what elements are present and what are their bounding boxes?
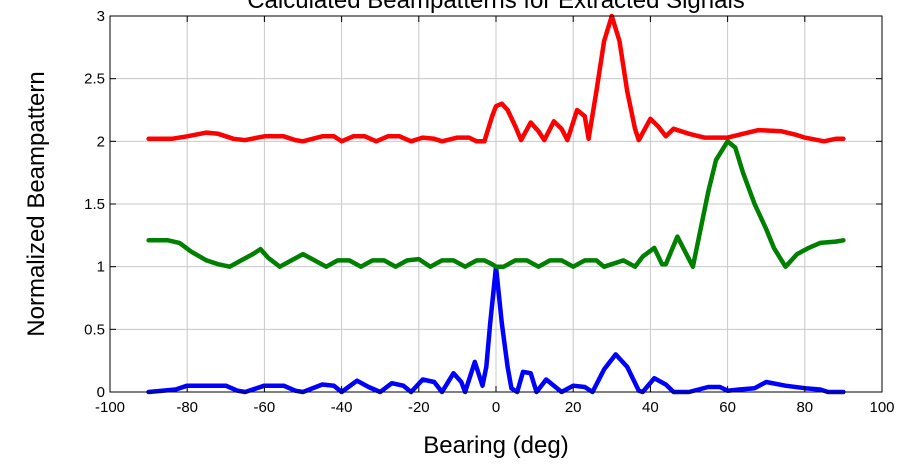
y-tick-label: 1.5 [84,196,105,213]
series-line-1 [146,264,846,395]
series-line-3 [146,13,846,144]
x-tick-label: 40 [642,399,659,416]
series-line-2 [146,139,846,269]
x-tick-label: -60 [254,399,276,416]
x-tick-label: -100 [95,399,125,416]
x-tick-label: -20 [408,399,430,416]
y-tick-label: 1 [97,259,105,276]
x-tick-label: 20 [565,399,582,416]
grid-lines [110,16,882,392]
chart-title: Calculated Beampatterns for Extracted Si… [247,0,745,14]
y-tick-label: 2 [97,133,105,150]
x-tick-label: 60 [719,399,736,416]
y-tick-label: 2.5 [84,71,105,88]
x-tick-label: 0 [492,399,500,416]
x-tick-label: 80 [796,399,813,416]
axis-ticks: -100 -80 -60 -40 -20 0 20 40 60 80 100 0 0.5 1 1.5 2 2.5… [84,8,894,416]
x-tick-label: -40 [331,399,353,416]
x-axis-title: Bearing (deg) [423,432,568,459]
y-axis-title: Normalized Beampattern [23,71,50,336]
series-lines [146,13,846,395]
x-tick-label: -80 [176,399,198,416]
y-tick-label: 0.5 [84,321,105,338]
x-tick-label: 100 [869,399,894,416]
y-tick-label: 0 [97,384,105,401]
y-tick-label: 3 [97,8,105,25]
